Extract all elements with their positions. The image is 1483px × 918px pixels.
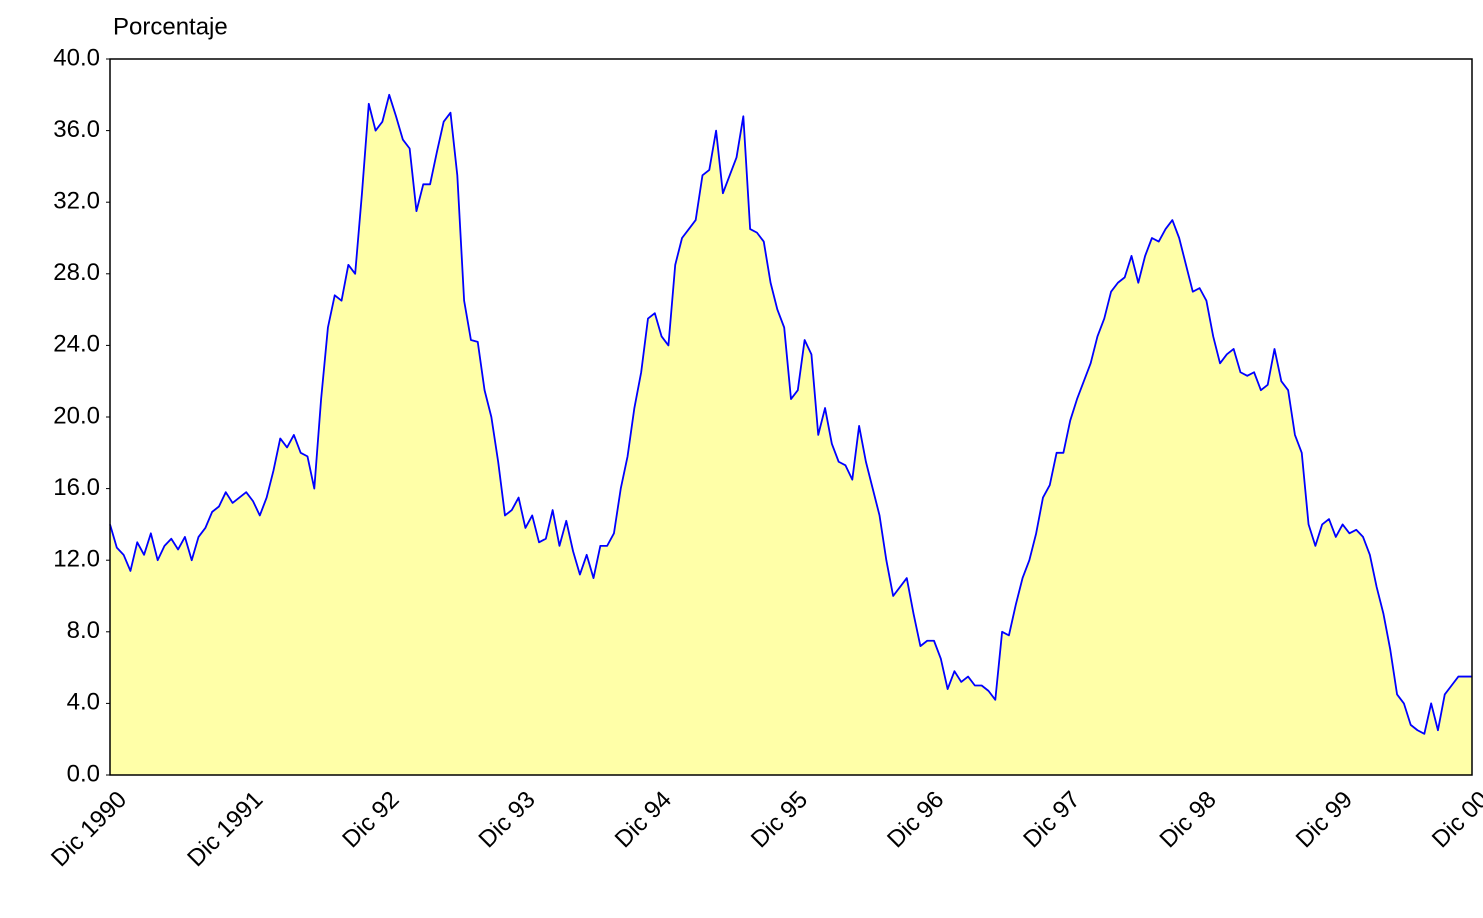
x-tick-label: Dic 92 — [337, 786, 404, 853]
x-tick-label: Dic 98 — [1155, 786, 1222, 853]
y-tick-label: 12.0 — [53, 546, 100, 573]
y-tick-label: 16.0 — [53, 474, 100, 501]
y-tick-label: 8.0 — [67, 617, 100, 644]
y-axis-label: Porcentaje — [113, 13, 228, 40]
y-tick-label: 36.0 — [53, 116, 100, 143]
line — [109, 93, 1472, 735]
area-fill — [110, 94, 1472, 776]
x-tick-label: Dic 96 — [882, 786, 949, 853]
x-tick-label: Dic 1990 — [46, 786, 132, 872]
y-tick-label: 0.0 — [67, 760, 100, 787]
y-tick-label: 20.0 — [53, 402, 100, 429]
x-tick-label: Dic 94 — [610, 786, 677, 853]
x-tick-label: Dic 99 — [1291, 786, 1358, 853]
y-tick-label: 40.0 — [53, 44, 100, 71]
y-tick-label: 32.0 — [53, 188, 100, 215]
x-tick-label: Dic 95 — [746, 786, 813, 853]
x-tick-label: Dic 93 — [474, 786, 541, 853]
y-tick-label: 28.0 — [53, 259, 100, 286]
x-tick-label: Dic 1991 — [182, 786, 268, 872]
x-tick-label: Dic 00 — [1427, 786, 1483, 853]
y-tick-label: 24.0 — [53, 331, 100, 358]
y-tick-label: 4.0 — [67, 689, 100, 716]
x-tick-label: Dic 97 — [1018, 786, 1085, 853]
